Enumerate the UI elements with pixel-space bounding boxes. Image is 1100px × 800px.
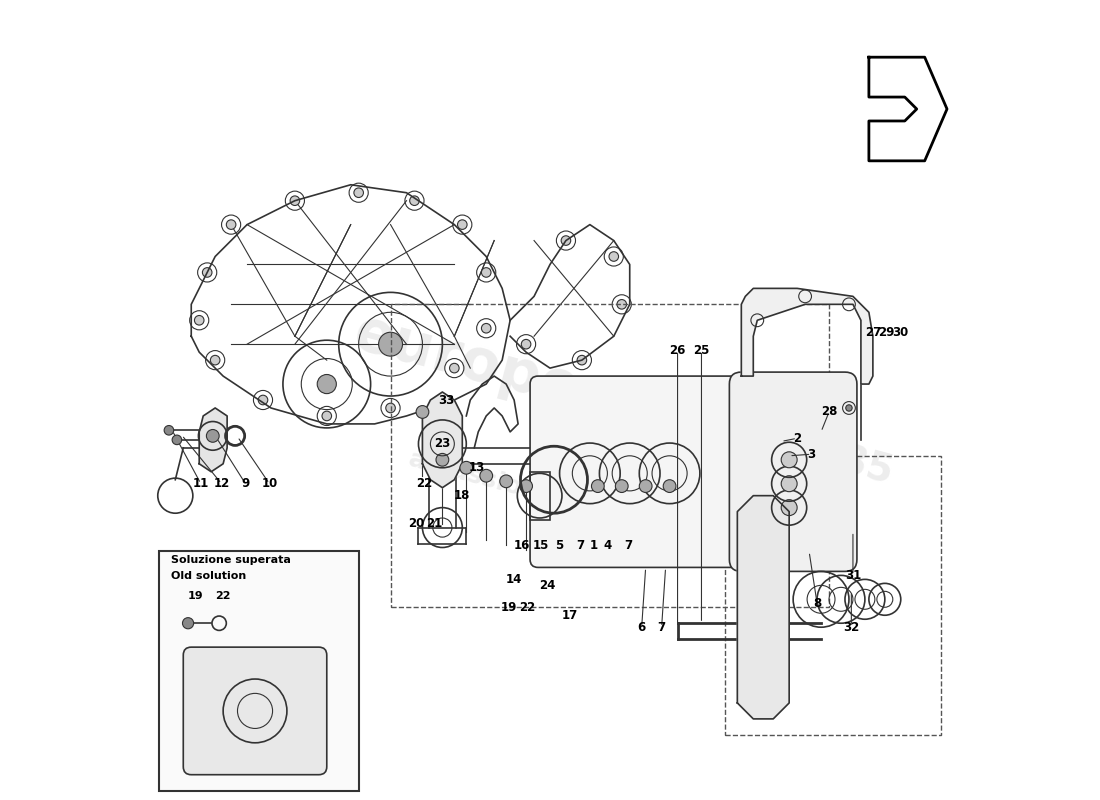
Text: 23: 23 [434,438,451,450]
Circle shape [386,403,395,413]
Text: 22: 22 [416,478,432,490]
Text: 26: 26 [670,344,685,357]
Text: 6: 6 [638,621,646,634]
Circle shape [663,480,676,493]
Polygon shape [869,57,947,161]
Circle shape [781,476,798,492]
Circle shape [207,430,219,442]
Circle shape [317,374,337,394]
Circle shape [615,480,628,493]
Circle shape [460,462,473,474]
FancyBboxPatch shape [160,551,359,790]
Circle shape [781,452,798,468]
Text: 29: 29 [878,326,894,338]
Circle shape [519,480,532,493]
Polygon shape [199,408,227,472]
Circle shape [322,411,331,421]
Circle shape [290,196,299,206]
Circle shape [354,188,363,198]
Text: 3: 3 [807,448,815,461]
Circle shape [436,454,449,466]
Text: 17: 17 [562,609,579,622]
Bar [530,472,550,519]
FancyBboxPatch shape [184,647,327,774]
Text: europeparts: europeparts [348,304,752,464]
Polygon shape [422,392,462,488]
Text: Soluzione superata: Soluzione superata [172,555,292,566]
Circle shape [458,220,468,230]
Circle shape [617,299,627,309]
Polygon shape [741,288,873,384]
Text: 20: 20 [408,517,425,530]
Circle shape [499,475,513,488]
Circle shape [409,196,419,206]
Text: 1: 1 [590,538,598,551]
Circle shape [450,363,459,373]
Text: 31: 31 [845,569,861,582]
Circle shape [561,236,571,246]
Circle shape [578,355,586,365]
Text: 28: 28 [821,406,837,418]
Text: 12: 12 [213,478,230,490]
Circle shape [482,268,491,278]
Circle shape [172,435,182,445]
FancyBboxPatch shape [729,372,857,571]
Text: 33: 33 [438,394,454,406]
Text: 19: 19 [500,601,517,614]
Circle shape [164,426,174,435]
Text: 8: 8 [813,597,822,610]
Text: 25: 25 [693,344,710,357]
Text: a passion for driving: a passion for driving [406,446,694,545]
Text: 15: 15 [532,538,549,551]
Text: 2: 2 [793,432,801,445]
Text: 11: 11 [192,478,209,490]
Text: 14: 14 [506,573,522,586]
Text: 30: 30 [893,326,909,338]
Text: 18: 18 [454,489,471,502]
Text: Old solution: Old solution [172,571,246,582]
Circle shape [639,480,652,493]
Text: 10: 10 [262,478,277,490]
Text: 7: 7 [576,538,584,551]
Circle shape [202,268,212,278]
Polygon shape [737,496,789,719]
Text: 32: 32 [844,621,859,634]
Text: 19: 19 [187,591,202,602]
Text: 5: 5 [556,538,563,551]
Text: 985: 985 [808,435,896,493]
Circle shape [521,339,531,349]
Circle shape [846,405,852,411]
Circle shape [195,315,204,325]
Circle shape [183,618,194,629]
Text: 9: 9 [241,478,250,490]
Circle shape [378,332,403,356]
Text: 16: 16 [514,538,530,551]
Circle shape [592,480,604,493]
Text: 7: 7 [624,538,632,551]
Circle shape [781,500,798,515]
Circle shape [210,355,220,365]
Circle shape [258,395,267,405]
Text: 22: 22 [519,601,536,614]
Text: 7: 7 [658,621,666,634]
Text: 4: 4 [603,538,612,551]
Text: 13: 13 [469,462,485,474]
Text: 21: 21 [427,517,442,530]
Circle shape [482,323,491,333]
Circle shape [480,470,493,482]
Text: 27: 27 [866,326,882,338]
FancyBboxPatch shape [530,376,769,567]
Circle shape [609,252,618,262]
Text: 22: 22 [216,591,231,602]
Circle shape [227,220,235,230]
Circle shape [416,406,429,418]
Text: 24: 24 [539,579,556,592]
